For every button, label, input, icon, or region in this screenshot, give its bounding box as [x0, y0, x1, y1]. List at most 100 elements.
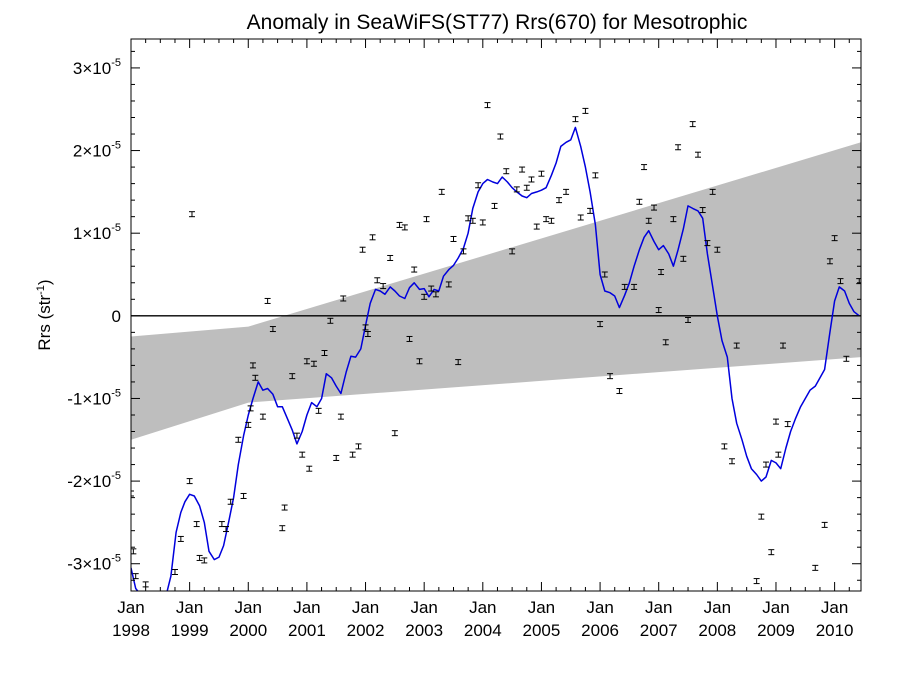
data-point [364, 331, 371, 338]
data-point [641, 164, 648, 171]
data-point [753, 578, 760, 585]
data-point [658, 269, 665, 276]
data-point [479, 219, 486, 226]
data-point [359, 246, 366, 253]
x-tick-month: Jan [528, 598, 555, 617]
data-point [772, 418, 779, 425]
data-point [538, 170, 545, 177]
data-point [193, 521, 200, 528]
data-point [391, 430, 398, 437]
data-point [306, 465, 313, 472]
data-point [259, 413, 266, 420]
data-point [503, 168, 510, 175]
data-point [438, 188, 445, 195]
plot-area: Jan 1998 Jan 1999 Jan 2000 Jan 2001 Jan 2002 Jan 20… [67, 38, 862, 640]
data-point [733, 342, 740, 349]
data-point [563, 188, 570, 195]
data-point [843, 355, 850, 362]
data-point [245, 421, 252, 428]
y-axis-label-sup: -1 [35, 285, 47, 295]
x-tick-year: 2007 [640, 621, 678, 640]
x-tick-month: Jan [352, 598, 379, 617]
data-point [831, 235, 838, 242]
data-point [406, 335, 413, 342]
x-tick-year: 2003 [405, 621, 443, 640]
data-point [340, 295, 347, 302]
x-tick-month: Jan [645, 598, 672, 617]
data-point [597, 321, 604, 328]
data-point [721, 443, 728, 450]
data-point [355, 443, 362, 450]
data-point [177, 535, 184, 542]
data-point [132, 573, 139, 580]
y-axis-label-main: Rrs (str [35, 295, 54, 351]
data-point [689, 121, 696, 128]
data-point [784, 421, 791, 428]
chart-title: Anomaly in SeaWiFS(ST77) Rrs(670) for Me… [247, 11, 748, 34]
x-tick-month: Jan [821, 598, 848, 617]
data-point [513, 186, 520, 193]
x-tick-year: 2008 [698, 621, 736, 640]
data-point [247, 405, 254, 412]
data-point [519, 166, 526, 173]
data-point [497, 133, 504, 140]
trend-band-layer [131, 142, 861, 440]
data-point [337, 413, 344, 420]
data-point [289, 373, 296, 380]
data-point [321, 350, 328, 357]
data-point [670, 216, 677, 223]
x-tick-year: 2004 [464, 621, 502, 640]
data-point [491, 202, 498, 209]
data-point [465, 215, 472, 222]
x-axis: Jan 1998 Jan 1999 Jan 2000 Jan 2001 Jan 2002 Jan 20… [112, 39, 854, 640]
x-tick-year: 1998 [112, 621, 150, 640]
y-axis: 3×10-5 2×10-5 1×10-5 0 -1×10-5 -2×10-5 -3×10-5 [67, 50, 861, 581]
x-tick-month: Jan [586, 598, 613, 617]
data-point [432, 291, 439, 298]
data-point [131, 490, 134, 497]
data-point [416, 358, 423, 365]
data-point [533, 223, 540, 230]
data-point [401, 224, 408, 231]
data-point [240, 492, 247, 499]
data-point [369, 234, 376, 241]
data-point [475, 182, 482, 189]
y-axis-label: Rrs (str-1) [35, 279, 54, 350]
data-point [631, 283, 638, 290]
data-point [758, 513, 765, 520]
data-point [709, 188, 716, 195]
data-point [812, 564, 819, 571]
data-point [201, 557, 208, 564]
data-point [607, 373, 614, 380]
y-tick-label: -1×10-5 [67, 387, 121, 408]
data-point [768, 549, 775, 556]
x-tick-year: 2009 [757, 621, 795, 640]
data-point [675, 144, 682, 151]
data-point [299, 451, 306, 458]
x-tick-month: Jan [762, 598, 789, 617]
data-point [651, 204, 658, 211]
x-tick-year: 2010 [816, 621, 854, 640]
points-layer [131, 102, 861, 588]
y-tick-label: 2×10-5 [73, 140, 121, 161]
x-tick-month: Jan [176, 598, 203, 617]
data-point [349, 451, 356, 458]
data-point [423, 216, 430, 223]
data-point [279, 525, 286, 532]
data-point [171, 568, 178, 575]
y-tick-label: 3×10-5 [73, 57, 121, 78]
smoothed-curve [131, 126, 860, 591]
data-point [249, 362, 256, 369]
x-tick-month: Jan [704, 598, 731, 617]
data-point [218, 521, 225, 528]
data-point [484, 102, 491, 109]
data-point [699, 207, 706, 214]
data-point [387, 254, 394, 261]
data-point [186, 478, 193, 485]
data-point [556, 197, 563, 204]
data-point [780, 342, 787, 349]
data-point [380, 283, 387, 290]
data-point [680, 255, 687, 262]
y-tick-label: -2×10-5 [67, 470, 121, 491]
data-point [528, 176, 535, 183]
